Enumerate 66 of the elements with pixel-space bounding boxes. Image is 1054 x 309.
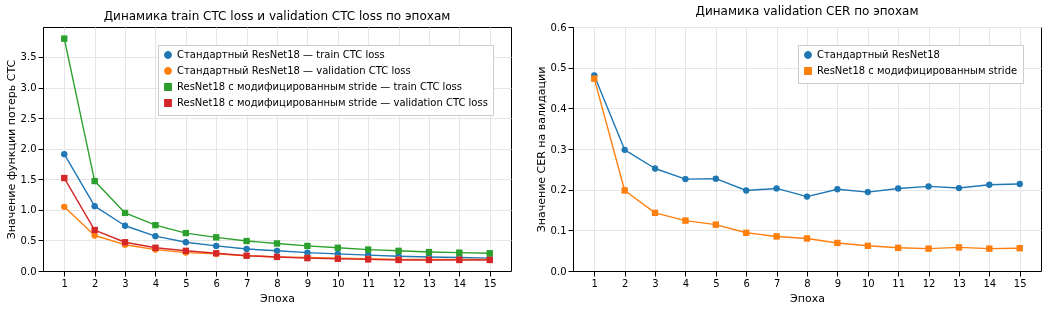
x-axis-title: Эпоха [260,291,295,305]
x-tick-label: 4 [152,277,160,289]
x-tick-label: 14 [983,277,997,289]
y-axis-title: Значение функции потерь CTC [4,59,18,240]
x-tick-label: 15 [1013,277,1027,289]
x-tick-label: 7 [243,277,251,289]
x-tick-label: 10 [861,277,875,289]
x-tick-label: 10 [331,277,345,289]
y-tick-label: 0.5 [550,62,567,74]
chart-title: Динамика validation CER по эпохам [695,4,919,18]
x-tick-label: 2 [91,277,99,289]
point [91,232,98,239]
point [986,245,993,252]
point [925,245,932,252]
legend-label: Стандартный ResNet18 — train CTC loss [177,49,385,60]
y-tick-label: 0.0 [550,265,567,277]
y-tick-label: 0.0 [20,265,37,277]
x-tick-label: 3 [652,277,659,289]
y-tick-label: 2.5 [20,112,37,124]
legend-label: Стандартный ResNet18 [817,49,940,60]
x-tick-label: 5 [713,277,720,289]
y-tick-label: 0.5 [20,234,37,246]
x-tick-label: 2 [621,277,629,289]
x-tick-label: 6 [743,277,750,289]
chart-title: Динамика train CTC loss и validation CTC loss по эпохам [103,9,451,23]
legend-label: ResNet18 с модифицированным stride [817,65,1018,76]
x-tick-label: 12 [392,277,406,289]
x-tick-label: 9 [834,277,842,289]
x-tick-label: 7 [773,277,781,289]
x-tick-label: 1 [591,277,598,289]
x-tick-label: 3 [122,277,129,289]
x-tick-label: 5 [183,277,190,289]
x-axis-title: Эпоха [790,291,825,305]
point [456,249,463,256]
legend-label: Стандартный ResNet18 — validation CTC loss [177,65,411,76]
point [682,217,689,224]
x-tick-label: 8 [804,277,811,289]
x-tick-label: 9 [304,277,312,289]
x-tick-label: 11 [362,277,376,289]
y-tick-label: 0.6 [550,21,567,33]
x-tick-label: 13 [423,277,436,289]
point [773,233,780,240]
x-tick-label: 14 [453,277,467,289]
x-tick-label: 4 [682,277,690,289]
x-tick-label: 1 [61,277,68,289]
y-tick-label: 1.5 [20,173,37,185]
y-tick-label: 3.0 [20,82,37,94]
y-tick-label: 0.1 [550,224,567,236]
legend-label: ResNet18 с модифицированным stride — validation CTC loss [177,97,488,108]
point [925,183,932,190]
x-tick-label: 6 [213,277,220,289]
y-axis-title: Значение CER на валидации [534,66,548,233]
point [621,187,628,194]
y-tick-label: 1.0 [20,204,37,216]
legend-label: ResNet18 с модифицированным stride — train CTC loss [177,81,462,92]
y-tick-label: 0.2 [550,184,567,196]
y-tick-label: 3.5 [20,51,37,63]
point [773,185,780,192]
x-tick-label: 12 [922,277,936,289]
x-tick-label: 13 [953,277,966,289]
x-tick-label: 8 [274,277,281,289]
y-tick-label: 2.0 [20,143,37,155]
x-tick-label: 15 [483,277,497,289]
y-tick-label: 0.3 [550,143,567,155]
y-tick-label: 0.4 [550,102,567,114]
x-tick-label: 11 [892,277,906,289]
